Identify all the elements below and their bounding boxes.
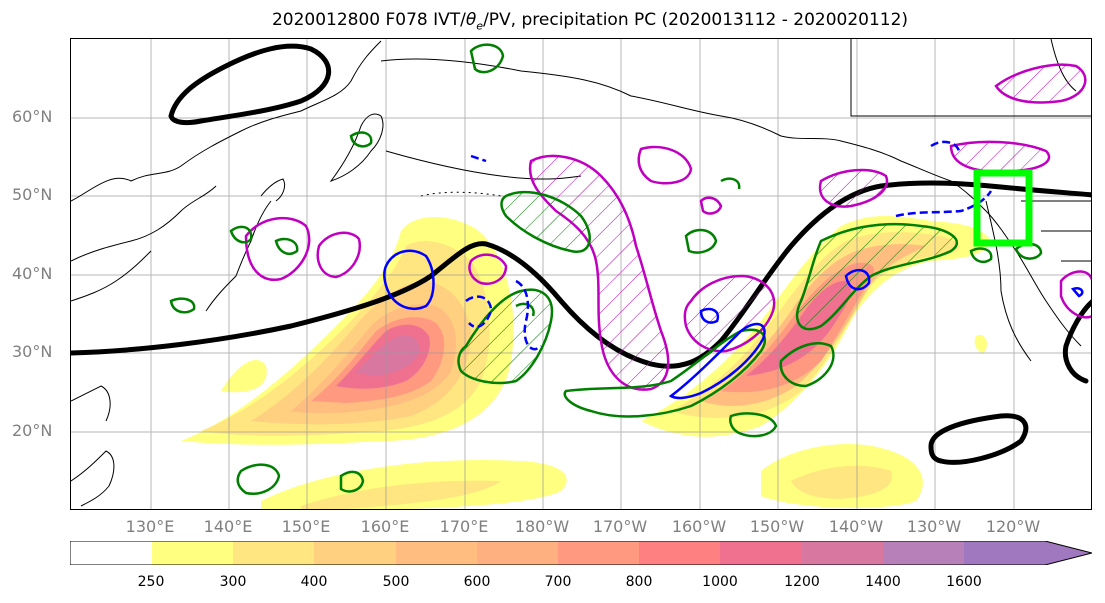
colorbar-tick-800: 800 (625, 574, 653, 590)
coast-japan (205, 200, 272, 312)
colorbar-tick-300: 300 (219, 574, 247, 590)
colorbar-bin-8 (720, 541, 802, 565)
colorbar-tick-1600: 1600 (946, 574, 982, 590)
map-canvas (71, 39, 1091, 509)
lon-label-140e: 140°E (203, 517, 253, 536)
colorbar (70, 541, 1092, 565)
coast-asia (71, 40, 382, 202)
colorbar-extend-arrow (964, 541, 1092, 565)
lon-label-130w: 130°W (906, 517, 962, 536)
lon-label-170e: 170°E (439, 517, 489, 536)
colorbar-bin-5 (477, 541, 558, 565)
lon-label-150e: 150°E (281, 517, 331, 536)
lon-label-180w: 180°W (514, 517, 570, 536)
coast-kamchatka (329, 113, 384, 182)
map-panel (70, 38, 1092, 510)
blue-contours (383, 140, 1084, 400)
colorbar-tick-1200: 1200 (784, 574, 820, 590)
colorbar-bin-1 (152, 541, 233, 565)
coast-na-west (850, 39, 1091, 117)
theta-e-south (928, 413, 1029, 465)
colorbar-tick-400: 400 (300, 574, 328, 590)
colorbar-bin-3 (314, 541, 396, 565)
green-hatched-central (500, 190, 591, 254)
colorbar-bin-6 (558, 541, 639, 565)
lat-label-60n: 60°N (12, 107, 53, 126)
lon-label-150w: 150°W (749, 517, 805, 536)
lon-label-120w: 120°W (985, 517, 1041, 536)
colorbar-bin-2 (233, 541, 314, 565)
colorbar-tick-1000: 1000 (702, 574, 738, 590)
colorbar-tick-700: 700 (544, 574, 572, 590)
colorbar-tick-600: 600 (463, 574, 491, 590)
lat-label-40n: 40°N (12, 264, 53, 283)
lon-label-170w: 170°W (592, 517, 648, 536)
blue-solid-west (383, 249, 435, 310)
pv-central (528, 154, 670, 391)
colorbar-bin-9 (802, 541, 883, 565)
lon-label-130e: 130°E (125, 517, 175, 536)
colorbar-tick-1400: 1400 (865, 574, 901, 590)
colorbar-bin-4 (396, 541, 477, 565)
lat-label-30n: 30°N (12, 342, 53, 361)
colorbar-bin-7 (639, 541, 720, 565)
lon-label-140w: 140°W (828, 517, 884, 536)
colorbar-bin-10 (883, 541, 964, 565)
lat-label-50n: 50°N (12, 185, 53, 204)
pv-east (683, 274, 776, 353)
colorbar-tick-500: 500 (382, 574, 410, 590)
blue-solid-east (668, 322, 766, 400)
colorbar-tick-250: 250 (137, 574, 165, 590)
plot-title: 2020012800 F078 IVT/θe/PV, precipitation… (271, 10, 909, 33)
lon-label-160e: 160°E (360, 517, 410, 536)
lat-label-20n: 20°N (12, 421, 53, 440)
colorbar-bin-0 (70, 541, 152, 565)
target-region-box (973, 169, 1033, 247)
lon-label-160w: 160°W (671, 517, 727, 536)
theta-e-north (168, 43, 331, 126)
